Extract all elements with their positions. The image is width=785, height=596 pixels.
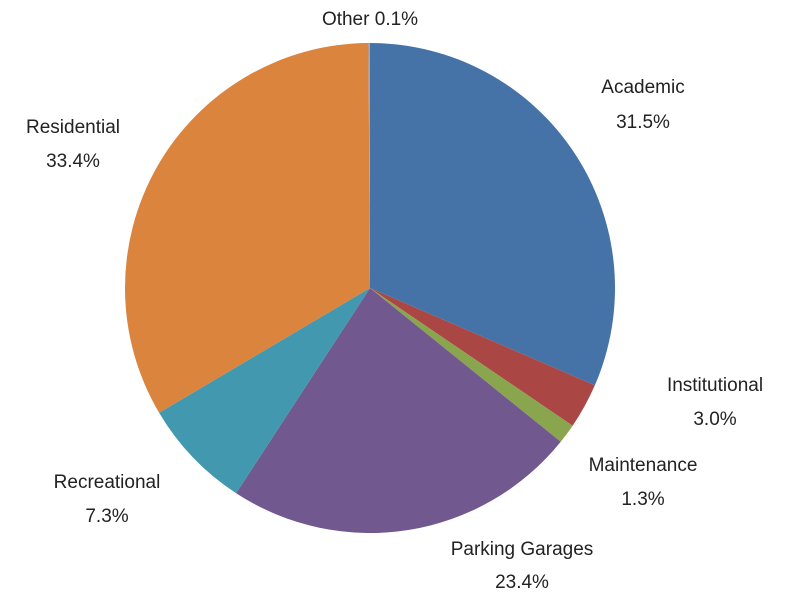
pie-slice: [159, 288, 370, 494]
pie-slice: [236, 288, 561, 533]
category-name: Other: [322, 9, 370, 30]
pie-slice: [370, 43, 615, 386]
value-label: 0.1%: [375, 9, 418, 30]
pie-slice: [370, 288, 573, 442]
category-name: Residential: [26, 117, 120, 138]
value-label: 31.5%: [616, 112, 670, 133]
pie-slice: [125, 43, 370, 413]
category-name: Recreational: [54, 472, 161, 493]
category-name: Institutional: [667, 375, 763, 396]
category-name: Academic: [601, 77, 684, 98]
category-name: Maintenance: [589, 455, 698, 476]
category-name: Parking Garages: [451, 539, 594, 560]
value-label: 23.4%: [495, 572, 549, 593]
value-label: 33.4%: [46, 151, 100, 172]
value-label: 3.0%: [693, 409, 736, 430]
pie-slice: [370, 288, 595, 426]
slice-label: Other 0.1%: [322, 9, 418, 30]
pie-slice: [368, 43, 370, 288]
value-label: 1.3%: [621, 489, 664, 510]
value-label: 7.3%: [85, 506, 128, 527]
